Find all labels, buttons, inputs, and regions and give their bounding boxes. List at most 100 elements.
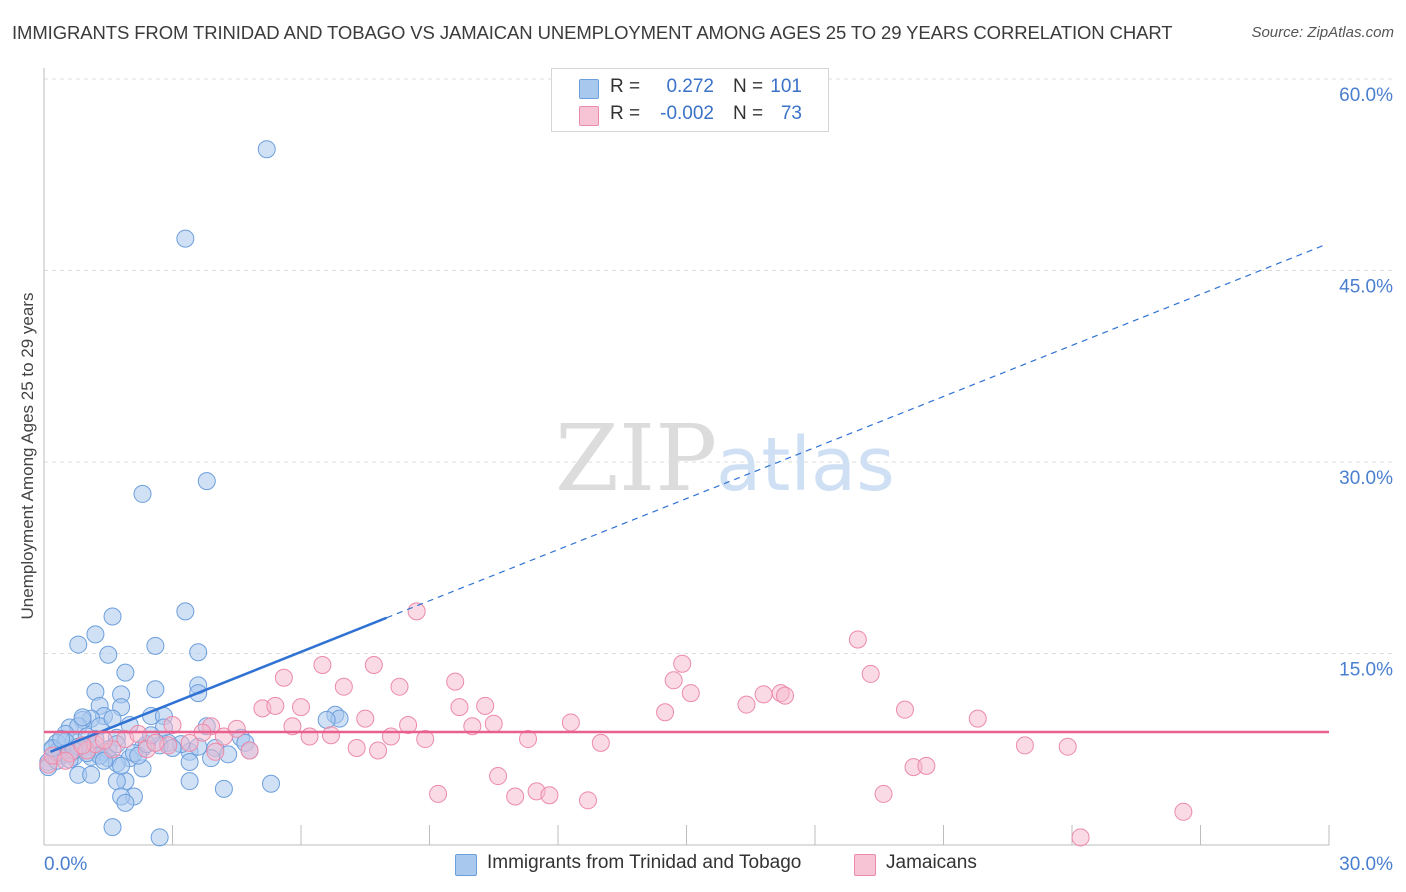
data-point-jamaicans xyxy=(591,733,610,752)
data-point-jamaicans xyxy=(968,709,987,728)
legend-r-value: -0.002 xyxy=(660,103,714,124)
data-point-immigrants xyxy=(107,772,126,791)
data-point-jamaicans xyxy=(266,696,285,715)
data-point-immigrants xyxy=(146,636,165,655)
data-point-jamaicans xyxy=(578,791,597,810)
data-point-immigrants xyxy=(82,765,101,784)
data-point-jamaicans xyxy=(848,630,867,649)
data-point-jamaicans xyxy=(1174,802,1193,821)
data-point-jamaicans xyxy=(399,715,418,734)
data-point-jamaicans xyxy=(163,715,182,734)
data-point-immigrants xyxy=(262,774,281,793)
source-label: Source: ZipAtlas.com xyxy=(1251,24,1394,41)
data-point-jamaicans xyxy=(540,786,559,805)
legend-swatch-pink xyxy=(579,106,599,126)
data-point-immigrants xyxy=(116,793,135,812)
data-point-jamaicans xyxy=(356,709,375,728)
data-point-jamaicans xyxy=(450,698,469,717)
data-point-jamaicans xyxy=(390,677,409,696)
bottom-legend-label-immigrants: Immigrants from Trinidad and Tobago xyxy=(487,852,802,873)
data-point-jamaicans xyxy=(895,700,914,719)
watermark-atlas: atlas xyxy=(716,422,895,508)
data-point-immigrants xyxy=(103,818,122,837)
data-point-jamaicans xyxy=(146,733,165,752)
data-point-immigrants xyxy=(317,710,336,729)
data-point-jamaicans xyxy=(861,664,880,683)
data-point-immigrants xyxy=(103,607,122,626)
data-point-immigrants xyxy=(69,635,88,654)
data-point-jamaicans xyxy=(129,724,148,743)
legend-n-value: 101 xyxy=(770,76,802,97)
gridlines xyxy=(44,78,1393,654)
bottom-legend-swatch-blue xyxy=(455,854,477,876)
data-point-immigrants xyxy=(257,140,276,159)
legend-swatch-blue xyxy=(579,79,599,99)
y-tick-label: 45.0% xyxy=(1339,277,1393,298)
data-point-jamaicans xyxy=(416,730,435,749)
data-point-immigrants xyxy=(180,772,199,791)
x-tick-label: 0.0% xyxy=(44,854,87,875)
data-point-jamaicans xyxy=(407,602,426,621)
x-tick-label: 30.0% xyxy=(1339,854,1393,875)
trend-line-immigrants-solid xyxy=(49,616,388,753)
data-point-immigrants xyxy=(99,645,118,664)
data-point-immigrants xyxy=(146,680,165,699)
data-point-immigrants xyxy=(189,643,208,662)
data-point-jamaicans xyxy=(56,751,75,770)
data-point-jamaicans xyxy=(446,672,465,691)
trend-line-immigrants-dashed xyxy=(386,244,1325,619)
y-tick-label: 15.0% xyxy=(1339,660,1393,681)
data-point-immigrants xyxy=(73,708,92,727)
legend-n-label: N = xyxy=(733,103,764,124)
data-point-jamaicans xyxy=(664,671,683,690)
data-point-jamaicans xyxy=(561,713,580,732)
data-point-jamaicans xyxy=(206,742,225,761)
data-point-jamaicans xyxy=(506,787,525,806)
data-point-jamaicans xyxy=(240,741,259,760)
axes xyxy=(43,68,1330,846)
data-point-immigrants xyxy=(180,753,199,772)
series-jamaicans-points xyxy=(39,602,1193,847)
data-point-jamaicans xyxy=(484,714,503,733)
data-point-jamaicans xyxy=(1058,737,1077,756)
legend-r-label: R = xyxy=(610,103,641,124)
data-point-jamaicans xyxy=(463,717,482,736)
data-point-jamaicans xyxy=(429,784,448,803)
data-point-jamaicans xyxy=(681,684,700,703)
data-point-immigrants xyxy=(197,472,216,491)
data-point-immigrants xyxy=(214,779,233,798)
trend-lines xyxy=(44,244,1329,753)
data-point-immigrants xyxy=(116,663,135,682)
data-point-jamaicans xyxy=(274,668,293,687)
data-point-jamaicans xyxy=(300,727,319,746)
data-point-jamaicans xyxy=(673,654,692,673)
bottom-legend-label-jamaicans: Jamaicans xyxy=(886,852,977,873)
data-point-immigrants xyxy=(176,229,195,248)
data-point-jamaicans xyxy=(476,696,495,715)
bottom-legend-swatch-pink xyxy=(854,854,876,876)
data-point-jamaicans xyxy=(1071,828,1090,847)
data-point-jamaicans xyxy=(321,726,340,745)
data-point-jamaicans xyxy=(94,731,113,750)
data-point-immigrants xyxy=(112,756,131,775)
legend-row-jamaicans: R = -0.002 N = 73 xyxy=(552,101,828,127)
data-point-jamaicans xyxy=(656,703,675,722)
correlation-legend: R = 0.272 N = 101 R = -0.002 N = 73 xyxy=(551,68,829,132)
legend-n-label: N = xyxy=(733,76,764,97)
y-tick-label: 60.0% xyxy=(1339,85,1393,106)
legend-n-value: 73 xyxy=(780,103,802,124)
watermark: ZIP atlas xyxy=(555,405,895,512)
y-tick-label: 30.0% xyxy=(1339,468,1393,489)
data-point-jamaicans xyxy=(292,698,310,717)
data-point-jamaicans xyxy=(519,730,538,749)
data-point-jamaicans xyxy=(334,677,353,696)
data-point-jamaicans xyxy=(180,733,199,752)
data-point-jamaicans xyxy=(227,719,246,738)
legend-r-label: R = xyxy=(610,76,641,97)
data-point-immigrants xyxy=(176,602,195,621)
chart-title: IMMIGRANTS FROM TRINIDAD AND TOBAGO VS J… xyxy=(12,22,1173,43)
legend-r-value: 0.272 xyxy=(666,76,714,97)
data-point-jamaicans xyxy=(283,717,302,736)
data-point-jamaicans xyxy=(754,685,773,704)
